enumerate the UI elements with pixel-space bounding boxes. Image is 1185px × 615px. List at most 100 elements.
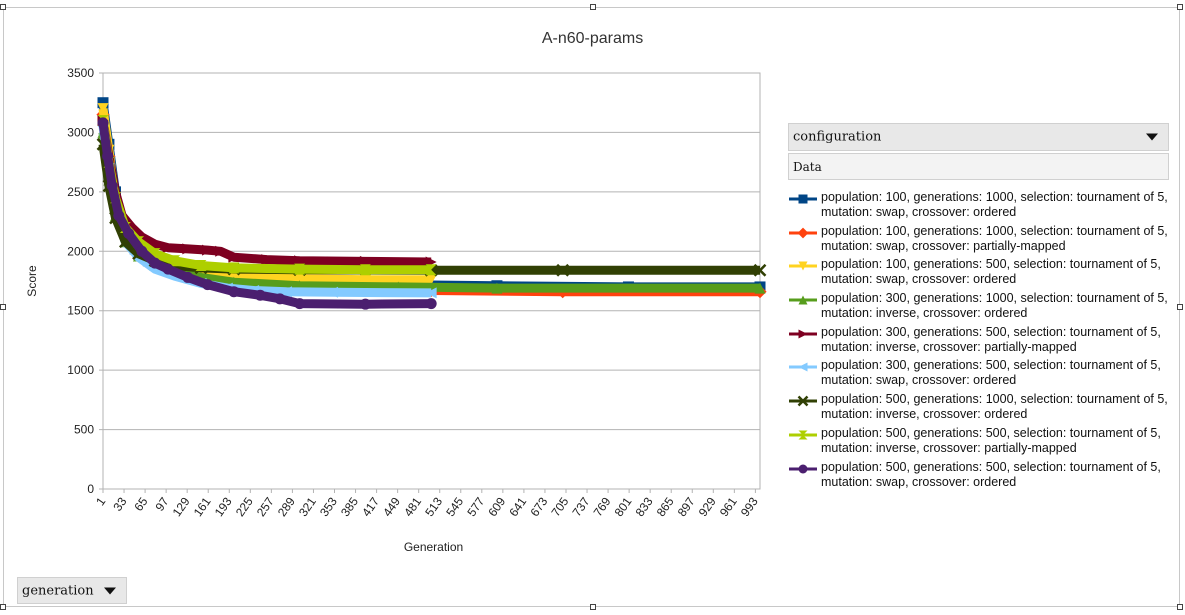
- legend: population: 100, generations: 1000, sele…: [788, 190, 1178, 493]
- y-tick-label: 1000: [67, 363, 94, 377]
- legend-marker: [798, 362, 808, 372]
- chevron-down-icon: [104, 587, 116, 594]
- x-tick-label: 321: [296, 494, 319, 519]
- legend-marker: [798, 464, 808, 473]
- data-point: [274, 293, 286, 305]
- chart-title: A-n60-params: [541, 30, 644, 47]
- resize-handle-top[interactable]: [590, 4, 596, 10]
- resize-handle-top-right[interactable]: [1177, 4, 1183, 10]
- legend-label: population: 500, generations: 500, selec…: [821, 425, 1161, 455]
- y-tick-label: 0: [87, 482, 94, 496]
- x-tick-label: 865: [654, 494, 677, 519]
- legend-key: [789, 261, 817, 271]
- data-point: [556, 263, 570, 277]
- x-tick-label: 417: [359, 494, 382, 519]
- y-tick-label: 1500: [67, 304, 94, 318]
- x-tick-label: 353: [317, 494, 340, 519]
- x-tick-label: 513: [422, 494, 445, 519]
- data-point: [280, 286, 292, 298]
- legend-marker: [798, 329, 808, 339]
- legend-label: population: 300, generations: 500, selec…: [821, 324, 1161, 354]
- legend-item: population: 300, generations: 500, selec…: [788, 325, 1178, 359]
- x-tick-label: 705: [548, 494, 571, 519]
- legend-item: population: 500, generations: 1000, sele…: [788, 392, 1178, 426]
- data-point: [202, 279, 214, 291]
- legend-key: [789, 295, 817, 305]
- x-tick-label: 897: [675, 494, 698, 519]
- data-point: [162, 263, 174, 275]
- x-tick-label: 801: [612, 494, 635, 519]
- data-point: [425, 264, 437, 276]
- data-field-label: Data: [793, 160, 822, 174]
- series-field-label: configuration: [793, 129, 882, 145]
- legend-marker: [797, 395, 809, 407]
- data-point: [123, 227, 135, 239]
- series-line: [98, 122, 432, 309]
- chevron-down-icon: [1146, 133, 1158, 141]
- x-tick-label: 993: [738, 494, 761, 519]
- x-tick-label: 961: [717, 494, 740, 519]
- legend-item: population: 300, generations: 1000, sele…: [788, 291, 1178, 325]
- resize-handle-bottom-right[interactable]: [1177, 604, 1183, 610]
- legend-item: population: 100, generations: 500, selec…: [788, 257, 1178, 291]
- resize-handle-left[interactable]: [0, 304, 6, 310]
- axis-field-dropdown[interactable]: generation: [17, 577, 127, 604]
- legend-key: [789, 464, 817, 473]
- legend-marker: [798, 430, 808, 440]
- x-tick-label: 929: [696, 494, 719, 519]
- resize-handle-top-left[interactable]: [0, 4, 6, 10]
- legend-label: population: 300, generations: 500, selec…: [821, 358, 1161, 388]
- x-tick-label: 481: [401, 494, 424, 519]
- series-field-dropdown[interactable]: configuration: [788, 123, 1169, 151]
- data-point: [294, 263, 306, 275]
- resize-handle-bottom[interactable]: [590, 604, 596, 610]
- y-tick-label: 500: [74, 423, 94, 437]
- data-point: [754, 282, 766, 294]
- legend-key: [789, 395, 817, 407]
- x-tick-label: 289: [275, 494, 298, 519]
- x-tick-label: 833: [633, 494, 656, 519]
- x-tick-label: 193: [212, 494, 235, 519]
- legend-marker: [798, 261, 808, 271]
- x-tick-label: 673: [527, 494, 550, 519]
- data-point: [113, 210, 125, 222]
- data-point: [359, 274, 371, 286]
- legend-item: population: 500, generations: 500, selec…: [788, 460, 1178, 494]
- data-point: [149, 257, 161, 269]
- data-point: [359, 264, 371, 276]
- legend-key: [789, 362, 817, 372]
- data-point: [228, 251, 240, 263]
- resize-handle-bottom-left[interactable]: [0, 604, 6, 610]
- y-tick-label: 3000: [67, 125, 94, 139]
- legend-label: population: 100, generations: 500, selec…: [821, 257, 1161, 287]
- x-tick-label: 257: [254, 494, 277, 519]
- axis-field-label: generation: [22, 583, 94, 598]
- legend-marker: [797, 227, 809, 239]
- x-tick-label: 65: [131, 494, 150, 513]
- y-axis-title: Score: [25, 265, 39, 297]
- legend-key: [789, 194, 817, 204]
- legend-label: population: 100, generations: 1000, sele…: [821, 190, 1168, 219]
- x-tick-label: 737: [570, 494, 593, 519]
- data-point: [425, 287, 437, 299]
- data-point: [228, 286, 240, 298]
- data-point: [182, 271, 194, 283]
- data-point: [359, 255, 371, 267]
- x-tick-label: 385: [338, 494, 361, 519]
- data-point: [327, 286, 339, 298]
- legend-label: population: 500, generations: 500, selec…: [821, 459, 1161, 489]
- data-point: [195, 260, 207, 272]
- legend-marker: [798, 295, 808, 305]
- x-tick-label: 641: [506, 494, 529, 519]
- legend-item: population: 100, generations: 1000, sele…: [788, 190, 1178, 224]
- data-point: [294, 255, 306, 267]
- data-point: [228, 262, 240, 274]
- resize-handle-right[interactable]: [1177, 304, 1183, 310]
- legend-label: population: 100, generations: 1000, sele…: [821, 223, 1168, 253]
- y-tick-label: 2000: [67, 244, 94, 258]
- x-tick-label: 33: [110, 494, 129, 513]
- data-field-button[interactable]: Data: [788, 153, 1169, 180]
- series-9: [97, 117, 437, 310]
- data-point: [182, 243, 194, 255]
- x-tick-label: 161: [191, 494, 214, 519]
